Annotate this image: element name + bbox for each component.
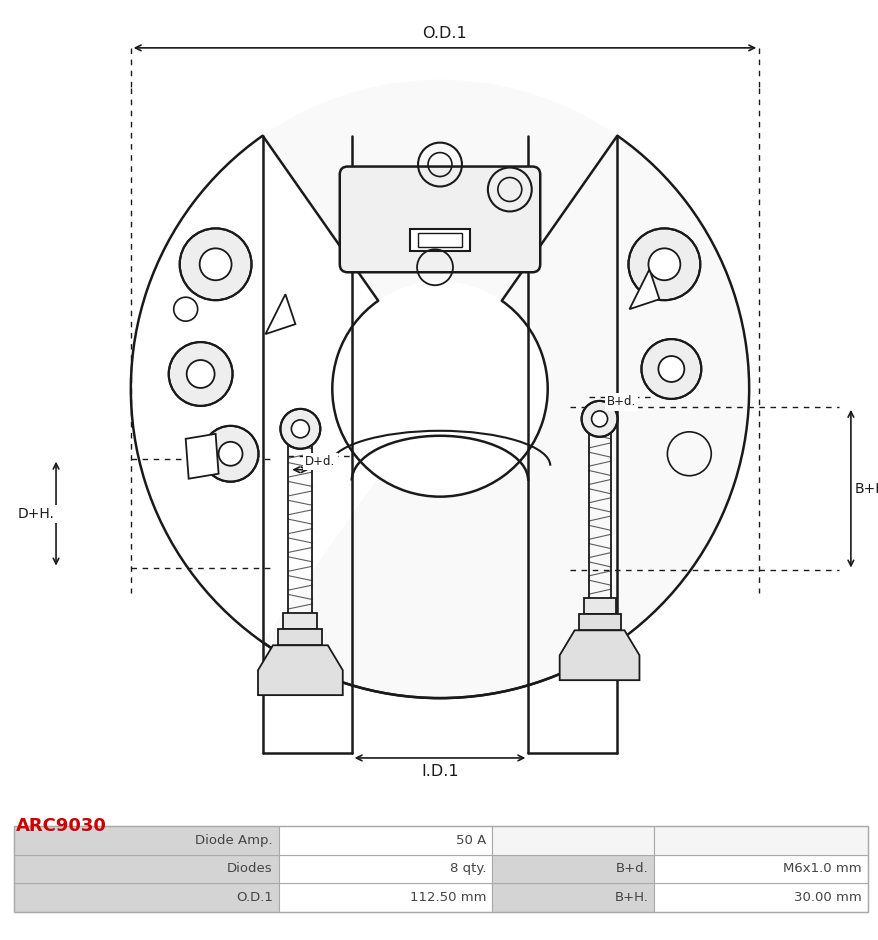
Bar [14, 854, 278, 884]
Circle shape [169, 342, 233, 406]
Bar [492, 884, 654, 912]
Text: ARC9030: ARC9030 [16, 817, 106, 836]
Circle shape [648, 248, 680, 280]
Bar [578, 615, 620, 631]
Bar [14, 826, 278, 854]
Text: B+H.: B+H. [614, 891, 648, 904]
Text: D+d.: D+d. [305, 455, 335, 468]
Text: 50 A: 50 A [456, 834, 486, 847]
Polygon shape [559, 631, 638, 681]
Circle shape [179, 228, 251, 300]
Polygon shape [629, 269, 658, 309]
Bar [278, 826, 492, 854]
Circle shape [280, 409, 320, 448]
Bar [418, 233, 462, 247]
Bar [654, 854, 867, 884]
Bar [283, 614, 317, 629]
Text: D+H.: D+H. [18, 507, 54, 521]
Circle shape [186, 360, 214, 388]
Text: I.D.1: I.D.1 [421, 764, 458, 779]
Circle shape [219, 442, 242, 465]
Circle shape [591, 411, 607, 427]
Bar [278, 884, 492, 912]
Bar [492, 854, 654, 884]
Text: O.D.1: O.D.1 [422, 26, 467, 41]
Text: O.D.1: O.D.1 [235, 891, 272, 904]
Text: M6x1.0 mm: M6x1.0 mm [782, 862, 861, 875]
Bar [654, 884, 867, 912]
Bar [583, 599, 615, 615]
Bar [654, 826, 867, 854]
Text: B+d.: B+d. [615, 862, 648, 875]
Circle shape [658, 356, 684, 382]
Circle shape [291, 420, 309, 438]
Text: B+H.: B+H. [854, 481, 878, 495]
Text: 112.50 mm: 112.50 mm [409, 891, 486, 904]
Text: 8 qty.: 8 qty. [450, 862, 486, 875]
Bar [14, 826, 867, 912]
Circle shape [628, 228, 700, 300]
Text: Diode Amp.: Diode Amp. [195, 834, 272, 847]
Polygon shape [263, 80, 748, 698]
Bar [14, 884, 278, 912]
Text: 30.00 mm: 30.00 mm [794, 891, 861, 904]
Polygon shape [185, 434, 219, 478]
FancyBboxPatch shape [340, 166, 540, 273]
Text: B+d.: B+d. [606, 396, 636, 408]
Circle shape [641, 339, 701, 399]
Bar [278, 629, 322, 645]
Polygon shape [265, 294, 295, 334]
Circle shape [581, 401, 617, 437]
Bar [492, 826, 654, 854]
Circle shape [203, 426, 258, 481]
Text: Diodes: Diodes [227, 862, 272, 875]
Bar [410, 229, 470, 251]
Bar [278, 854, 492, 884]
Polygon shape [258, 645, 342, 696]
Circle shape [199, 248, 231, 280]
